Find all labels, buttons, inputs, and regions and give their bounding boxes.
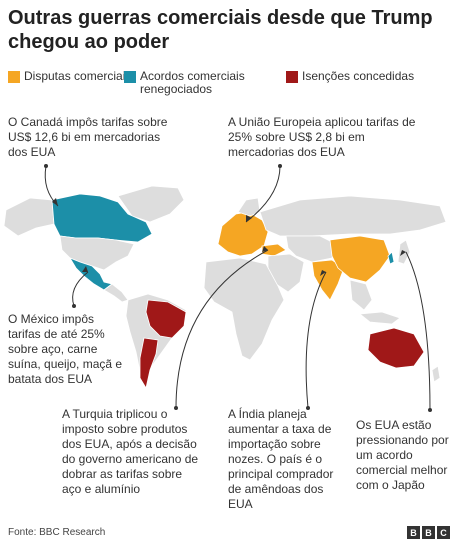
arrowhead <box>82 266 88 272</box>
alaska <box>3 197 55 237</box>
japan-note: Os EUA estão pressionando por um acordo … <box>356 418 449 492</box>
mexico-note: O México impôs tarifas de até 25% sobre … <box>8 312 123 386</box>
mexico-callout-line <box>72 271 89 307</box>
indonesia <box>358 311 401 325</box>
legend-swatch-orange <box>8 71 20 83</box>
russia <box>259 195 447 237</box>
bbc-logo: B B C <box>407 526 450 539</box>
india-note: A Índia planeja aumentar a taxa de impor… <box>228 407 334 511</box>
central-asia <box>285 235 337 263</box>
legend-label: Disputas comerciais <box>24 69 132 83</box>
brazil <box>145 299 187 339</box>
legend-label: Acordos comerciais renegociados <box>140 69 245 96</box>
turkey-note: A Turquia triplicou o imposto sobre prod… <box>62 407 199 496</box>
new-zealand <box>431 365 441 383</box>
arrowhead <box>320 270 326 276</box>
legend-label: Isenções concedidas <box>302 69 415 83</box>
arrowhead <box>262 246 268 252</box>
legend-swatch-teal <box>124 71 136 83</box>
arrowhead <box>400 250 406 256</box>
eu-note: A União Europeia aplicou tarifas de 25% … <box>228 115 416 159</box>
europe <box>217 211 269 257</box>
australia <box>367 327 425 369</box>
china <box>329 235 391 283</box>
arrowheads <box>52 198 406 276</box>
arrowhead <box>52 198 58 206</box>
india-callout-line <box>305 271 327 409</box>
canada-note: O Canadá impôs tarifas sobre US$ 12,6 bi… <box>8 115 168 159</box>
scandinavia <box>237 197 261 217</box>
turkey <box>261 243 287 257</box>
legend-swatch-red <box>286 71 298 83</box>
callout-dots <box>44 164 432 412</box>
turkey-callout-line <box>175 249 269 409</box>
source-note: Fonte: BBC Research <box>8 527 106 538</box>
callout-lines <box>44 165 431 411</box>
usa <box>59 235 135 271</box>
southeast-asia <box>349 279 373 311</box>
india <box>311 259 345 301</box>
eu-callout-line <box>245 165 281 223</box>
page-title: Outras guerras comerciais desde que Trum… <box>8 7 433 53</box>
africa <box>203 257 285 361</box>
korea <box>387 251 395 265</box>
argentina <box>139 337 159 390</box>
arrowhead <box>246 215 252 222</box>
japan-callout-line <box>405 251 431 411</box>
